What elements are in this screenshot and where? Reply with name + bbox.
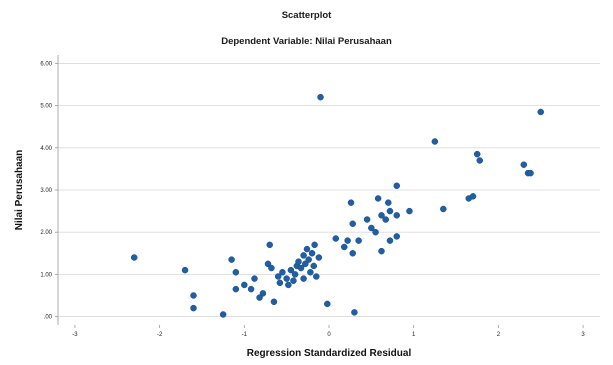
scatter-point: [476, 157, 483, 164]
scatter-point: [440, 205, 447, 213]
scatter-point: [232, 269, 240, 276]
scatter-point: [130, 254, 138, 261]
scatter-point: [527, 169, 534, 177]
scatter-point: [386, 237, 394, 244]
scatter-point: [241, 281, 248, 289]
chart-subtitle: Dependent Variable: Nilai Perusahaan: [221, 36, 392, 47]
scatter-point: [469, 193, 477, 200]
scatter-point: [324, 300, 331, 308]
scatter-point: [372, 228, 379, 236]
scatter-point: [385, 199, 392, 206]
scatter-point: [351, 309, 358, 316]
scatter-point: [181, 266, 189, 274]
scatter-point: [393, 212, 400, 219]
y-tick-label: .00: [44, 315, 53, 321]
scatter-point: [307, 269, 314, 276]
scatter-point: [303, 245, 311, 253]
gridlines: [58, 63, 600, 317]
scatter-point: [305, 256, 312, 263]
scatter-point: [251, 275, 258, 282]
scatter-point: [290, 277, 297, 284]
scatter-point: [378, 212, 385, 219]
scatter-point: [382, 216, 389, 223]
scatter-point: [520, 161, 528, 168]
y-tick-label: 5.00: [40, 104, 52, 110]
scatter-point: [232, 285, 240, 293]
scatter-point: [406, 207, 413, 215]
x-tick-label: -1: [242, 332, 248, 338]
scatter-point: [368, 224, 375, 232]
x-tick-label: 2: [497, 332, 501, 338]
y-tick-label: 1.00: [40, 272, 52, 278]
scatter-point: [431, 138, 439, 145]
scatter-point: [228, 256, 235, 263]
scatter-point: [393, 233, 400, 240]
scatter-point: [283, 275, 290, 282]
x-axis-ticks: -3 -2 -1 0 1 2 3: [72, 325, 585, 338]
scatter-point: [347, 199, 355, 206]
chart-title: Scatterplot: [281, 10, 332, 21]
scatter-point: [259, 290, 267, 297]
scatter-point: [247, 285, 255, 293]
scatter-point: [393, 182, 400, 190]
scatter-point: [386, 207, 394, 215]
scatter-point: [310, 262, 318, 270]
y-tick-label: 4.00: [40, 146, 52, 152]
scatter-point: [276, 279, 284, 287]
x-tick-label: -3: [72, 332, 78, 338]
y-tick-label: 3.00: [40, 188, 52, 194]
scatter-point: [363, 216, 371, 223]
scatter-point: [313, 273, 320, 280]
scatter-point: [266, 241, 273, 249]
scatter-point: [219, 311, 227, 318]
x-axis-title: Regression Standardized Residual: [247, 348, 412, 359]
scatter-point: [287, 266, 295, 274]
y-axis-title: Nilai Perusahaan: [14, 150, 25, 231]
scatter-point: [308, 250, 316, 257]
x-tick-label: 3: [581, 332, 585, 338]
scatter-point: [374, 195, 382, 202]
scatter-point: [537, 108, 544, 116]
scatter-point: [285, 281, 292, 289]
x-tick-label: -2: [157, 332, 163, 338]
y-axis-ticks: .00 1.00 2.00 3.00 4.00 5.00 6.00: [40, 61, 58, 321]
scatter-point: [349, 220, 356, 227]
scatter-point: [315, 254, 323, 261]
scatter-point: [291, 271, 299, 278]
scatter-point: [332, 235, 340, 242]
scatter-point: [355, 237, 362, 244]
scatter-point: [295, 258, 302, 265]
scatter-point: [378, 247, 385, 255]
scatter-point: [190, 304, 197, 312]
scatter-point: [270, 298, 278, 306]
scatter-point: [340, 243, 348, 251]
scatter-point: [349, 250, 356, 257]
scatter-point: [317, 93, 324, 101]
scatter-point: [264, 260, 272, 268]
scatter-point: [297, 264, 305, 272]
scatter-point: [279, 269, 286, 276]
data-points: [130, 93, 544, 318]
y-tick-label: 6.00: [40, 61, 52, 67]
y-tick-label: 2.00: [40, 230, 52, 236]
scatter-point: [300, 275, 307, 282]
scatter-point: [268, 264, 275, 272]
scatter-point: [256, 294, 263, 301]
scatter-point: [302, 260, 309, 268]
scatter-point: [190, 292, 197, 299]
scatter-point: [300, 252, 307, 259]
scatter-point: [274, 273, 282, 280]
scatter-point: [311, 241, 318, 249]
scatter-point: [473, 150, 481, 158]
x-tick-label: 1: [412, 332, 416, 338]
scatter-point: [344, 237, 351, 244]
x-tick-label: 0: [327, 332, 331, 338]
